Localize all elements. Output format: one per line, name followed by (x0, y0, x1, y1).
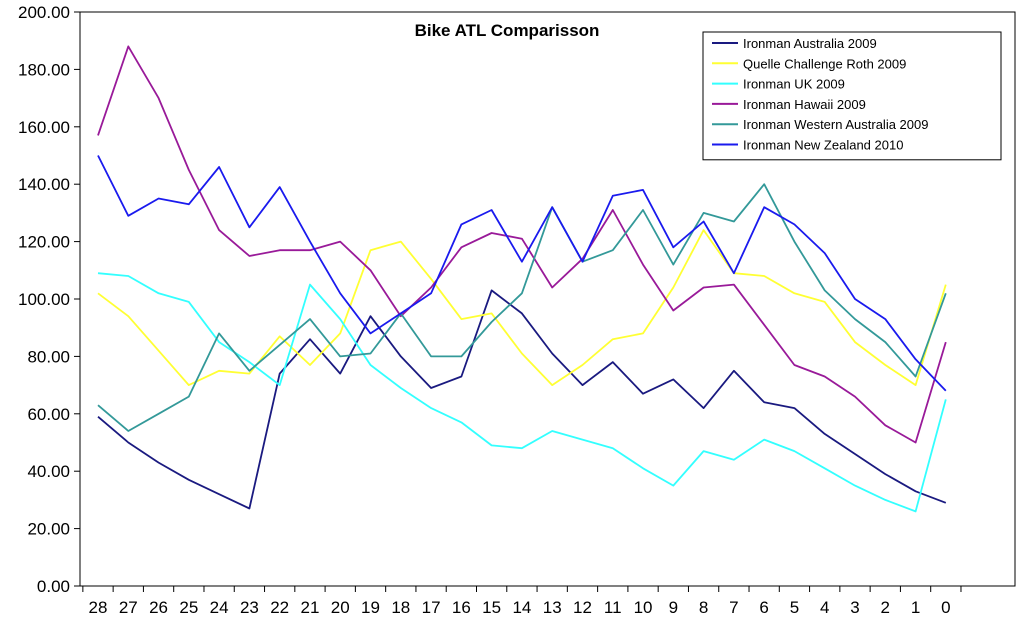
x-tick-label: 28 (89, 598, 108, 617)
x-tick-label: 4 (820, 598, 829, 617)
x-tick-label: 8 (699, 598, 708, 617)
legend-label: Quelle Challenge Roth 2009 (743, 56, 906, 71)
y-tick-label: 20.00 (27, 520, 70, 539)
y-tick-label: 180.00 (18, 60, 70, 79)
x-tick-label: 21 (300, 598, 319, 617)
x-tick-label: 1 (911, 598, 920, 617)
series-lines (97, 45, 947, 513)
x-tick-label: 9 (669, 598, 678, 617)
x-tick-label: 5 (790, 598, 799, 617)
series-line-3 (97, 272, 947, 513)
y-tick-label: 100.00 (18, 290, 70, 309)
y-tick-label: 0.00 (37, 577, 70, 596)
y-tick-label: 140.00 (18, 175, 70, 194)
x-tick-label: 26 (149, 598, 168, 617)
chart-title: Bike ATL Comparisson (415, 21, 600, 40)
y-tick-label: 40.00 (27, 462, 70, 481)
x-tick-label: 20 (331, 598, 350, 617)
x-tick-label: 24 (210, 598, 229, 617)
y-axis-ticks: 0.00 20.00 40.00 60.00 80.00 100.00 120.00 140.… (18, 3, 80, 596)
legend-label: Ironman Australia 2009 (743, 36, 877, 51)
series-line-6 (97, 155, 947, 392)
x-tick-label: 0 (941, 598, 950, 617)
legend-box (702, 31, 1002, 161)
y-tick-label: 60.00 (27, 405, 70, 424)
x-tick-label: 15 (482, 598, 501, 617)
y-tick-label: 80.00 (27, 347, 70, 366)
x-tick-label: 17 (422, 598, 441, 617)
series-line-2 (97, 229, 947, 387)
x-axis-ticks: 28 27 26 25 24 23 22 21 20 19 18 17 16 15 14 13 12 11 10 9 8… (82, 586, 962, 617)
x-tick-label: 23 (240, 598, 259, 617)
x-tick-label: 12 (573, 598, 592, 617)
y-tick-label: 200.00 (18, 3, 70, 22)
x-tick-label: 7 (729, 598, 738, 617)
legend: Ironman Australia 2009 Quelle Challenge R… (702, 31, 1002, 161)
x-tick-label: 19 (361, 598, 380, 617)
x-tick-label: 11 (604, 598, 622, 617)
x-tick-label: 18 (391, 598, 410, 617)
legend-label: Ironman Western Australia 2009 (743, 117, 928, 132)
x-tick-label: 27 (119, 598, 138, 617)
x-tick-label: 25 (179, 598, 198, 617)
series-line-1 (97, 289, 947, 510)
x-tick-label: 10 (634, 598, 653, 617)
legend-label: Ironman Hawaii 2009 (743, 97, 866, 112)
y-tick-label: 120.00 (18, 233, 70, 252)
x-tick-label: 14 (512, 598, 531, 617)
y-tick-label: 160.00 (18, 118, 70, 137)
legend-label: Ironman UK 2009 (743, 77, 845, 92)
x-tick-label: 13 (543, 598, 562, 617)
x-tick-label: 6 (759, 598, 768, 617)
x-tick-label: 3 (850, 598, 859, 617)
legend-label: Ironman New Zealand 2010 (743, 138, 903, 153)
x-tick-label: 22 (270, 598, 289, 617)
x-tick-label: 2 (881, 598, 890, 617)
series-line-5 (97, 183, 947, 432)
series-line-4 (97, 45, 947, 444)
x-tick-label: 16 (452, 598, 471, 617)
